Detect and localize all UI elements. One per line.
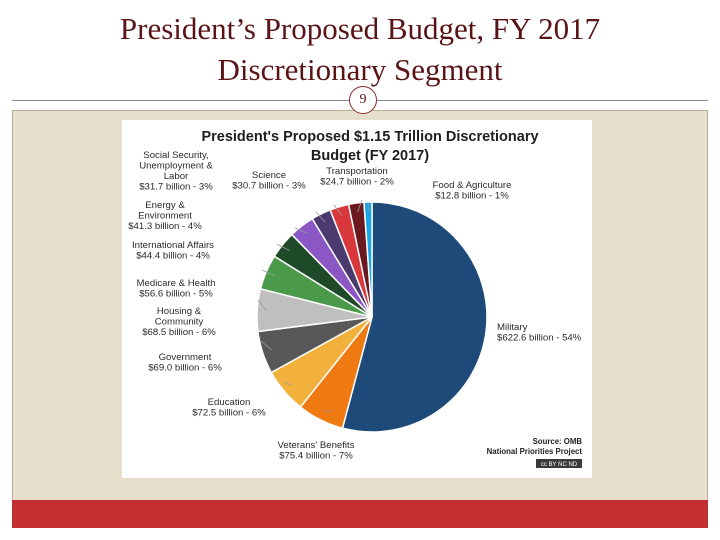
slice-label-line: Community	[155, 317, 204, 328]
chart-title-line-1: President's Proposed $1.15 Trillion Disc…	[201, 129, 538, 145]
leader-line-transportation	[357, 199, 363, 213]
slice-label-line: Science	[252, 170, 286, 181]
slice-label-line: Social Security,	[143, 150, 208, 161]
leader-line-government	[260, 340, 272, 351]
slice-labels: Military $622.6 billion - 54% Veterans' Be…	[128, 150, 582, 462]
slice-label-line: Veterans' Benefits	[277, 440, 354, 451]
slice-label-veterans-benefits: Veterans' Benefits $75.4 billion - 7%	[277, 440, 354, 462]
page-number: 9	[349, 86, 377, 114]
slice-label-line: $75.4 billion - 7%	[279, 451, 353, 462]
slice-label-line: $56.6 billion - 5%	[139, 289, 213, 300]
leader-line-social-security-unemployment-labor	[315, 211, 326, 223]
slice-label-line: Government	[159, 352, 212, 363]
slice-label-line: Food & Agriculture	[433, 180, 512, 191]
leader-line-international-affairs	[276, 243, 290, 251]
license-badge	[536, 459, 582, 468]
slice-label-housing-community: Housing & Community $68.5 billion - 6%	[142, 306, 216, 338]
slice-label-line: International Affairs	[132, 240, 214, 251]
source-line-2: National Priorities Project	[487, 447, 583, 456]
slice-label-line: Environment	[138, 211, 192, 222]
slice-label-international-affairs: International Affairs $44.4 billion - 4%	[132, 240, 214, 262]
footer-band	[12, 500, 708, 528]
slice-label-line: Labor	[164, 171, 189, 182]
slice-label-line: $41.3 billion - 4%	[128, 221, 202, 232]
slice-label-line: $31.7 billion - 3%	[139, 182, 213, 193]
slice-label-line: $69.0 billion - 6%	[148, 363, 222, 374]
slice-label-line: Medicare & Health	[137, 278, 216, 289]
chart-title-line-2: Budget (FY 2017)	[311, 148, 429, 164]
slice-label-line: Housing &	[157, 306, 202, 317]
slice-label-social-security-unemployment-labor: Social Security, Unemployment & Labor $31.7…	[139, 150, 213, 193]
leader-line-medicare-health	[261, 269, 275, 276]
chart-frame: President's Proposed $1.15 Trillion Disc…	[122, 120, 592, 478]
slide-title: President’s Proposed Budget, FY 2017 Dis…	[0, 8, 720, 90]
slide-title-line-2: Discretionary Segment	[217, 52, 503, 87]
slice-label-line: Transportation	[326, 166, 388, 177]
pie-slices	[256, 201, 488, 433]
slice-label-education: Education $72.5 billion - 6%	[192, 397, 266, 419]
pie-slice-military	[341, 201, 488, 433]
slice-label-line: Education	[208, 397, 251, 408]
leader-line-science	[333, 204, 343, 216]
slice-label-medicare-health: Medicare & Health $56.6 billion - 5%	[137, 278, 216, 300]
slice-label-line: $72.5 billion - 6%	[192, 408, 266, 419]
leader-line-education	[284, 381, 292, 386]
slice-label-line: Unemployment &	[139, 161, 213, 172]
slice-label-line: $622.6 billion - 54%	[497, 333, 582, 344]
license-badge-text: cc BY NC ND	[541, 462, 578, 468]
slice-label-government: Government $69.0 billion - 6%	[148, 352, 222, 374]
leader-line-veterans-benefits	[324, 410, 333, 412]
slice-label-line: Military	[497, 322, 528, 333]
slice-label-food-agriculture: Food & Agriculture $12.8 billion - 1%	[433, 180, 512, 202]
slice-label-line: $68.5 billion - 6%	[142, 327, 216, 338]
slice-label-transportation: Transportation $24.7 billion - 2%	[320, 166, 394, 188]
slice-label-line: $44.4 billion - 4%	[136, 251, 210, 262]
source-line-1: Source: OMB	[533, 437, 583, 446]
pie-chart: President's Proposed $1.15 Trillion Disc…	[128, 129, 583, 468]
slide-title-line-1: President’s Proposed Budget, FY 2017	[119, 11, 601, 46]
leader-lines	[257, 199, 369, 412]
slice-label-military: Military $622.6 billion - 54%	[497, 322, 582, 344]
slice-label-line: $12.8 billion - 1%	[435, 191, 509, 202]
slice-label-line: $30.7 billion - 3%	[232, 181, 306, 192]
leader-line-energy-environment	[294, 227, 308, 234]
leader-line-housing-community	[257, 299, 267, 311]
slice-label-line: $24.7 billion - 2%	[320, 177, 394, 188]
slice-label-energy-environment: Energy & Environment $41.3 billion - 4%	[128, 200, 202, 232]
slice-label-line: Energy &	[145, 200, 185, 211]
slice-label-science: Science $30.7 billion - 3%	[232, 170, 306, 192]
